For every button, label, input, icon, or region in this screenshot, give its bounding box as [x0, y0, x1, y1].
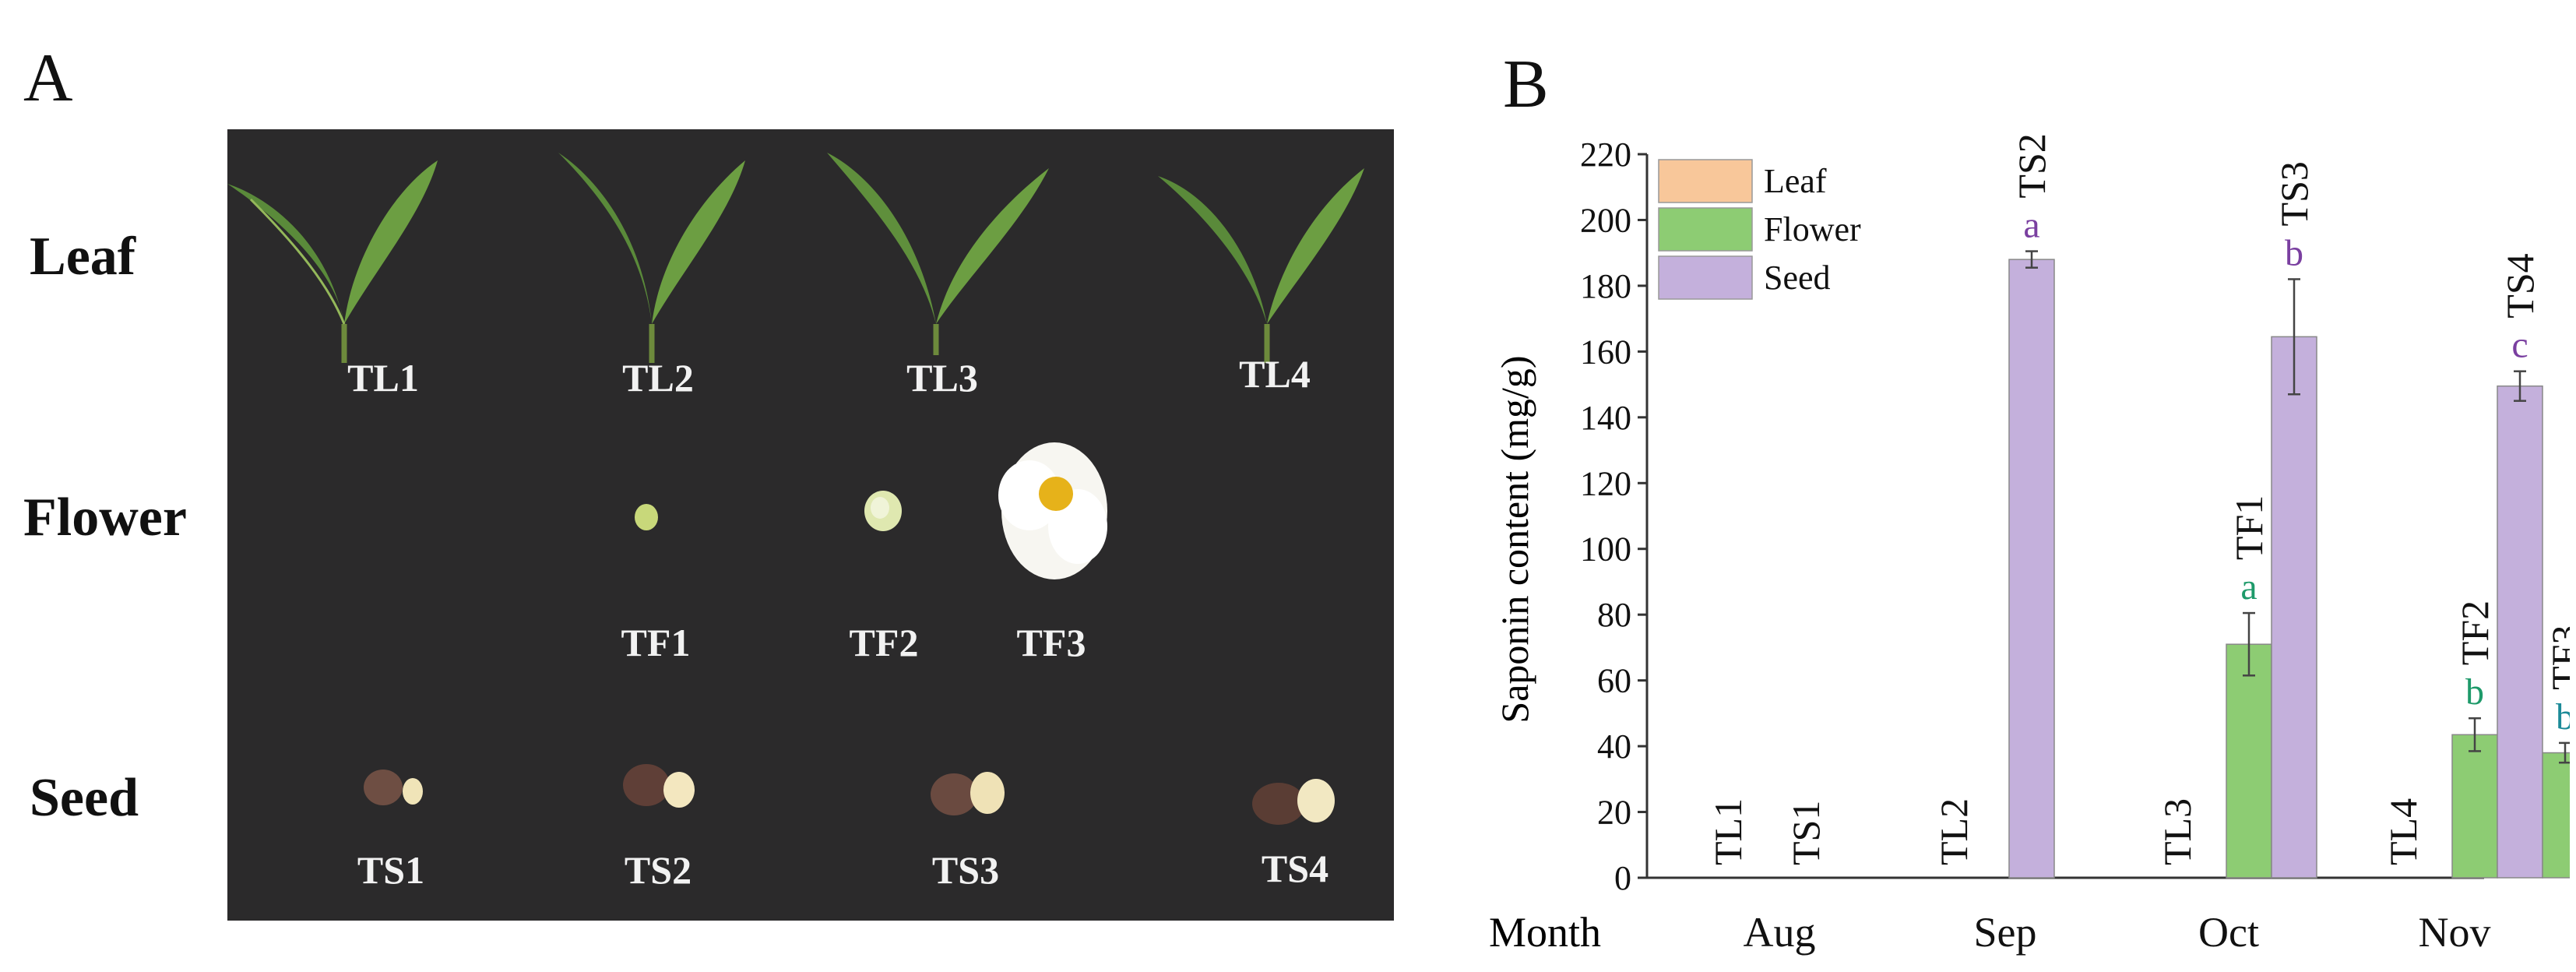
sample-label-tl4: TL4 [1239, 352, 1311, 396]
sample-photo-drawing [227, 153, 1364, 825]
sample-label-tf2: TF2 [849, 621, 919, 664]
x-category-label: Aug [1744, 909, 1816, 956]
bar-label-tl1: TL1 [1706, 798, 1750, 865]
sample-label-tf1: TF1 [621, 621, 691, 664]
seed-sample-ts4 [1252, 779, 1335, 825]
sample-label-tl1: TL1 [347, 356, 419, 400]
seed-sample-ts2 [623, 764, 695, 808]
y-tick-label: 0 [1614, 859, 1631, 897]
bar-label-tf3: TF3 [2543, 625, 2570, 690]
x-axis-label: Month [1489, 909, 1601, 956]
x-category-label: Nov [2419, 909, 2491, 956]
legend-swatch-seed [1658, 255, 1753, 300]
y-tick-label: 180 [1580, 267, 1631, 305]
bar-label-tl3: TL3 [2155, 798, 2199, 865]
sample-photo: TL1 TL2 TL3 TL4 TF1 TF2 TF3 TS1 TS2 TS3 … [227, 129, 1394, 921]
y-tick-label: 100 [1580, 530, 1631, 569]
leaf-sample-tl3 [827, 153, 1049, 355]
significance-letter-tf2: b [2465, 671, 2484, 713]
flower-sample-tf1 [635, 504, 658, 530]
sample-label-tf3: TF3 [1016, 621, 1086, 664]
sample-label-ts4: TS4 [1261, 847, 1329, 890]
bar-label-ts1: TS1 [1784, 801, 1828, 865]
significance-letter-ts4: c [2511, 325, 2528, 366]
x-category-labels: Aug Sep Oct Nov [1744, 909, 2491, 956]
bar-label-tl4: TL4 [2381, 798, 2425, 865]
y-tick-label: 140 [1580, 399, 1631, 437]
saponin-bar-chart: 0 20 40 60 80 100 120 140 160 180 200 220 Saponin c… [1489, 133, 2570, 956]
row-label-seed: Seed [30, 768, 139, 828]
seed-sample-ts3 [931, 772, 1005, 815]
sample-label-ts2: TS2 [624, 848, 692, 892]
y-tick-label: 120 [1580, 464, 1631, 502]
bars: TL1 TS1 TL2 a TS2 TL3 a TF1 b TS3 TL4 b TF2 c TS4 b TF3 [1706, 133, 2570, 879]
leaf-sample-tl1 [227, 160, 438, 363]
bar-ts4 [2497, 385, 2543, 879]
x-category-label: Oct [2198, 909, 2259, 956]
legend-label-seed: Seed [1764, 259, 1831, 297]
x-category-label: Sep [1974, 909, 2037, 956]
flower-sample-tf2 [864, 491, 902, 531]
bar-label-tl2: TL2 [1932, 798, 1976, 865]
y-tick-label: 60 [1597, 662, 1631, 700]
bar-ts3 [2271, 336, 2317, 879]
legend-swatch-flower [1658, 207, 1753, 252]
bar-tf3 [2542, 752, 2570, 879]
y-ticks: 0 20 40 60 80 100 120 140 160 180 200 220 [1580, 136, 1647, 897]
significance-letter-ts3: b [2285, 232, 2303, 273]
y-tick-label: 80 [1597, 596, 1631, 634]
bar-label-ts2: TS2 [2010, 133, 2053, 198]
y-axis-label: Saponin content (mg/g) [1493, 355, 1536, 723]
row-label-leaf: Leaf [30, 227, 136, 287]
sample-label-ts1: TS1 [357, 848, 425, 892]
legend: Leaf Flower Seed [1658, 155, 1874, 301]
y-tick-label: 40 [1597, 727, 1631, 766]
leaf-sample-tl4 [1158, 168, 1364, 363]
significance-letter-tf3: b [2556, 696, 2570, 738]
bar-ts2 [2008, 259, 2055, 879]
bar-label-ts3: TS3 [2272, 161, 2316, 226]
legend-label-leaf: Leaf [1764, 162, 1827, 200]
seed-sample-ts1 [364, 770, 423, 805]
leaf-sample-tl2 [558, 153, 745, 363]
sample-label-tl2: TL2 [622, 356, 694, 400]
y-tick-label: 200 [1580, 201, 1631, 239]
legend-label-flower: Flower [1764, 210, 1861, 248]
sample-label-ts3: TS3 [931, 848, 1000, 892]
row-label-flower: Flower [23, 488, 187, 548]
y-tick-label: 220 [1580, 136, 1631, 174]
bar-label-tf2: TF2 [2453, 600, 2497, 665]
panel-b-letter: B [1503, 47, 1549, 122]
significance-letter-tf1: a [2240, 566, 2257, 608]
sample-label-tl3: TL3 [906, 356, 978, 400]
significance-letter-ts2: a [2023, 205, 2039, 246]
bar-tf2 [2451, 734, 2498, 879]
bar-label-tf1: TF1 [2227, 495, 2271, 560]
y-tick-label: 160 [1580, 333, 1631, 371]
legend-swatch-leaf [1658, 159, 1753, 203]
flower-sample-tf3 [998, 442, 1107, 579]
bar-label-ts4: TS4 [2498, 253, 2542, 318]
y-tick-label: 20 [1597, 794, 1631, 832]
bar-tf1 [2226, 643, 2272, 879]
panel-a-letter: A [23, 40, 73, 116]
